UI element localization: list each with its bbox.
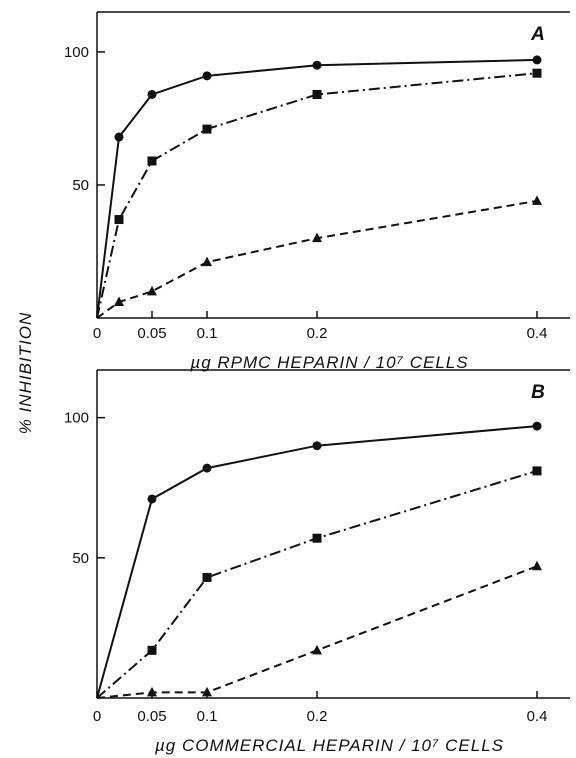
data-point-triangle — [114, 296, 124, 307]
series-line-triangle — [96, 199, 538, 319]
data-point-square — [147, 645, 157, 655]
series-line-triangle — [96, 565, 538, 699]
data-point-square — [532, 466, 542, 476]
data-point-square — [202, 124, 212, 134]
data-point-triangle — [147, 686, 157, 697]
x-axis-label: µg COMMERCIAL HEPARIN / 10⁷ CELLS — [154, 736, 504, 755]
series-line-square — [96, 72, 538, 319]
y-tick-label: 50 — [72, 550, 89, 567]
data-point-circle — [147, 89, 157, 99]
series-line-circle — [96, 425, 538, 699]
y-tick-label: 100 — [64, 410, 89, 427]
x-tick-label: 0.4 — [527, 325, 548, 342]
data-point-square — [202, 572, 212, 582]
data-point-circle — [312, 441, 322, 451]
data-point-triangle — [147, 285, 157, 296]
y-tick-label: 100 — [64, 44, 89, 61]
data-point-triangle — [202, 686, 212, 697]
x-tick-label: 0.1 — [197, 325, 218, 342]
data-point-circle — [532, 55, 542, 65]
data-point-square — [147, 156, 157, 166]
data-point-square — [532, 68, 542, 78]
x-tick-label: 0.2 — [307, 325, 328, 342]
data-point-square — [114, 215, 124, 225]
data-point-circle — [202, 71, 212, 81]
data-point-square — [312, 533, 322, 543]
panel-letter: A — [530, 24, 545, 45]
panel-b-chart: 50 100 0 0.05 0.1 0.2 0.4 µg COMMERCIAL HEPARIN… — [64, 369, 570, 755]
data-point-triangle — [312, 232, 322, 243]
panel-letter: B — [531, 382, 545, 403]
x-tick-label: 0.2 — [307, 708, 328, 725]
data-point-circle — [532, 421, 542, 431]
data-point-circle — [147, 494, 157, 504]
data-point-circle — [114, 132, 124, 142]
x-tick-label: 0.4 — [527, 708, 548, 725]
x-tick-label: 0.05 — [137, 708, 166, 725]
data-point-square — [312, 89, 322, 99]
data-point-triangle — [532, 560, 542, 571]
data-point-triangle — [202, 256, 212, 267]
x-tick-label: 0 — [93, 708, 101, 725]
y-tick-label: 50 — [72, 177, 89, 194]
y-axis-label: % INHIBITION — [16, 312, 35, 435]
series-line-square — [96, 469, 538, 699]
x-tick-label: 0.1 — [197, 708, 218, 725]
x-axis-label: µg RPMC HEPARIN / 10⁷ CELLS — [189, 353, 468, 372]
x-tick-label: 0 — [93, 325, 101, 342]
data-point-triangle — [312, 644, 322, 655]
panel-a-chart: 50 100 0 0.05 0.1 0.2 0.4 µg RPMC HEPARIN / 10⁷… — [64, 11, 570, 372]
data-point-circle — [312, 60, 322, 70]
x-tick-label: 0.05 — [137, 325, 166, 342]
series-line-circle — [96, 58, 538, 319]
data-point-circle — [202, 463, 212, 473]
data-point-triangle — [532, 195, 542, 205]
